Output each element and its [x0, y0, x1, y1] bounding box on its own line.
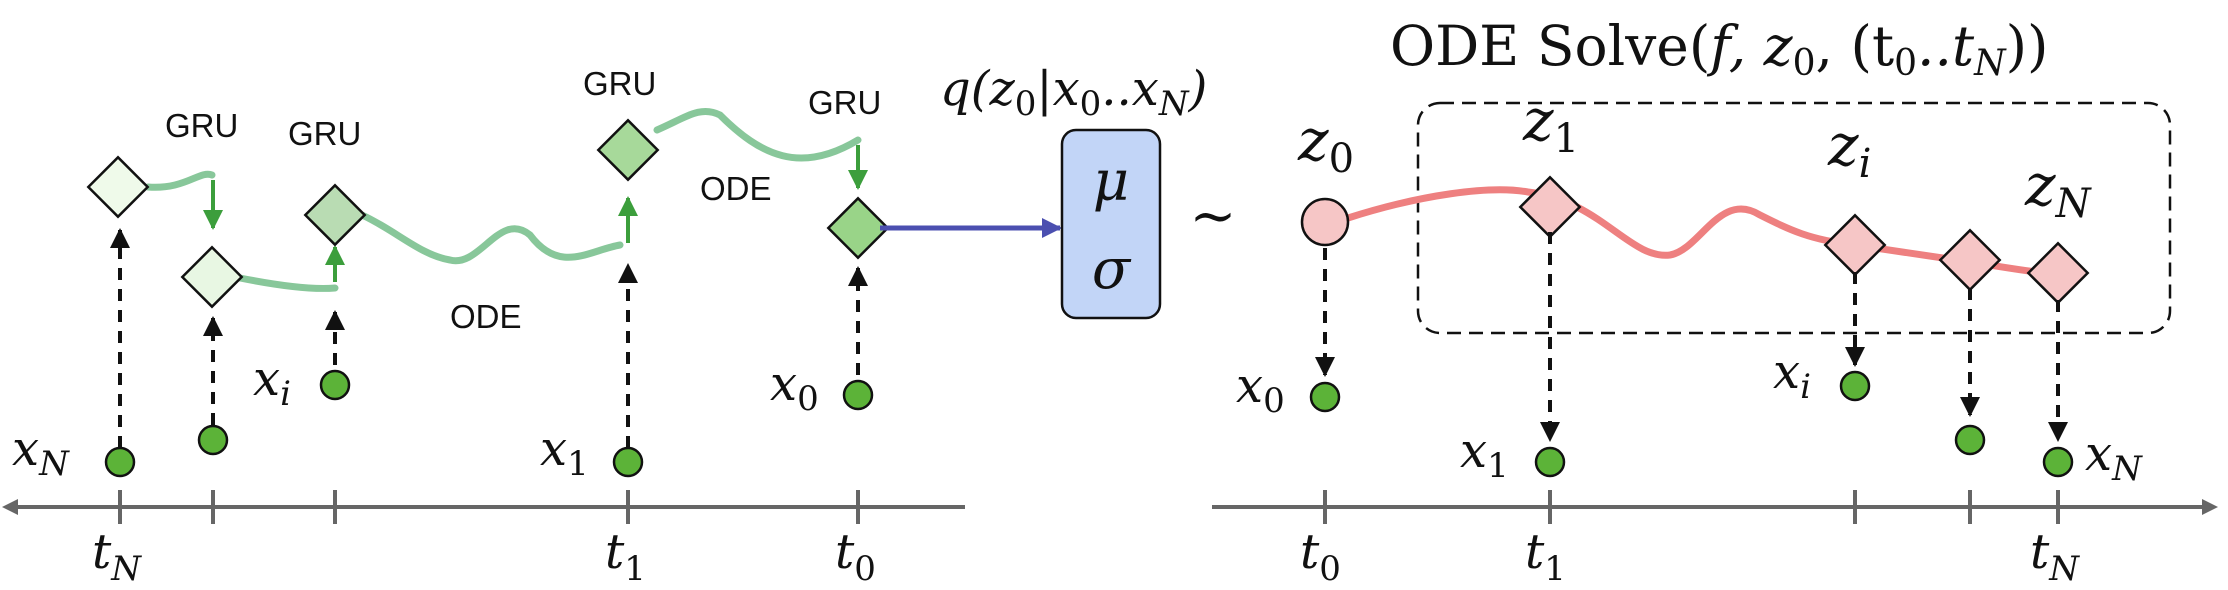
latent-label-zi: zi: [1827, 111, 1871, 187]
sigma-label: σ: [1092, 237, 1132, 302]
ode-label-2: ODE: [700, 170, 772, 207]
obs-label-x0: x0: [770, 356, 819, 419]
decoder-panel: ODE Solve(f, z0, (t0..tN)): [1212, 14, 2218, 589]
time-label-t1-left: t1: [605, 524, 646, 589]
obs-label-xi: xi: [253, 351, 291, 414]
gru-label-2: GRU: [288, 115, 361, 152]
decoded-label-xi: xi: [1773, 344, 1811, 407]
decoded-dot-x1: [1534, 446, 1566, 478]
posterior-label: q(z0|x0..xN): [940, 61, 1207, 124]
encoder-axis-ticks: [118, 490, 860, 524]
gru-curve-2: [653, 107, 862, 162]
gru-curve-1: [144, 170, 216, 191]
posterior-panel: μ σ q(z0|x0..xN) ~: [880, 61, 1237, 320]
latent-label-z0: z0: [1297, 106, 1354, 182]
time-label-tN-right: tN: [2030, 524, 2080, 589]
ode-solve-box: [1416, 101, 2172, 335]
latent-label-z1: z1: [1522, 86, 1579, 162]
obs-dot-xi: [319, 369, 351, 401]
latent-z-extra-node: [1938, 228, 2002, 292]
hidden-state-x0: [826, 196, 890, 260]
mu-label: μ: [1093, 149, 1129, 214]
decoded-label-xN: xN: [2085, 426, 2143, 489]
latent-zN-node: [2026, 241, 2090, 305]
hidden-state-xN: [86, 155, 150, 219]
obs-label-xN: xN: [12, 421, 70, 484]
time-label-t0-right: t0: [1300, 524, 1341, 589]
ode-solve-title: ODE Solve(f, z0, (t0..tN)): [1390, 14, 2048, 84]
posterior-box: [1060, 128, 1162, 320]
latent-z1-node: [1518, 175, 1582, 239]
encoder-panel: GRU GRU GRU GRU ODE ODE xN xi x1 x0 tN t…: [2, 65, 965, 589]
gru-label-3: GRU: [583, 65, 656, 102]
hidden-state-3: [303, 183, 367, 247]
time-label-t1-right: t1: [1525, 524, 1566, 589]
hidden-state-2: [180, 245, 244, 309]
obs-label-x1: x1: [540, 421, 589, 484]
time-label-t0-left: t0: [835, 524, 876, 589]
gru-label-4: GRU: [808, 84, 881, 121]
obs-dot-x1: [612, 446, 644, 478]
sample-tilde: ~: [1190, 184, 1237, 249]
latent-z0-node: [1300, 197, 1350, 247]
obs-dot-2: [197, 424, 229, 456]
latent-label-zN: zN: [2024, 151, 2093, 227]
gru-label-1: GRU: [165, 107, 238, 144]
obs-dot-xN: [104, 446, 136, 478]
decoded-dot-extra: [1954, 424, 1986, 456]
decoder-axis-ticks: [1323, 490, 2060, 524]
time-label-tN-left: tN: [92, 524, 142, 589]
decoded-dot-xN: [2042, 446, 2074, 478]
decoded-dot-x0: [1309, 381, 1341, 413]
ode-curve-1: [236, 274, 339, 292]
latent-zi-node: [1823, 213, 1887, 277]
obs-dot-x0: [842, 379, 874, 411]
decoded-dot-xi: [1839, 370, 1871, 402]
ode-label-1: ODE: [450, 298, 522, 335]
decoded-label-x0: x0: [1236, 358, 1285, 421]
hidden-state-x1: [596, 118, 660, 182]
ode-curve-2: [358, 211, 624, 265]
decoded-label-x1: x1: [1460, 423, 1509, 486]
